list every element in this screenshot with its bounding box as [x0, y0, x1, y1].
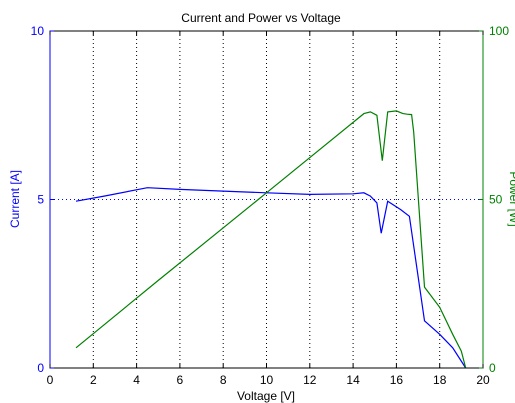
x-tick-label: 4 — [133, 373, 140, 387]
x-tick-label: 12 — [303, 373, 317, 387]
x-tick-label: 2 — [90, 373, 97, 387]
series-layer — [75, 110, 467, 369]
x-tick-label: 0 — [47, 373, 54, 387]
current-series-line — [75, 187, 467, 369]
y2-axis-ticks: 0 50 100 — [479, 24, 509, 375]
y2-tick-label: 0 — [489, 361, 496, 375]
y2-axis-label: Power [W] — [507, 171, 515, 226]
x-tick-label: 10 — [260, 373, 274, 387]
y-tick-label: 0 — [37, 361, 44, 375]
chart-title: Current and Power vs Voltage — [181, 11, 341, 25]
x-tick-label: 8 — [220, 373, 227, 387]
x-tick-label: 20 — [476, 373, 490, 387]
x-tick-label: 6 — [177, 373, 184, 387]
y2-tick-label: 100 — [489, 24, 509, 38]
x-axis-ticks: 0 2 4 6 8 10 12 14 16 18 20 — [47, 31, 490, 387]
y-axis-label: Current [A] — [8, 170, 22, 228]
x-tick-label: 16 — [390, 373, 404, 387]
y-axis-ticks: 0 5 10 — [31, 24, 54, 375]
y-tick-label: 10 — [31, 24, 45, 38]
y-tick-label: 5 — [37, 193, 44, 207]
grid-lines — [50, 31, 483, 368]
y2-tick-label: 50 — [489, 193, 503, 207]
power-series-line — [75, 110, 467, 369]
x-axis-label: Voltage [V] — [237, 389, 295, 403]
x-tick-label: 14 — [346, 373, 360, 387]
x-tick-label: 18 — [433, 373, 447, 387]
